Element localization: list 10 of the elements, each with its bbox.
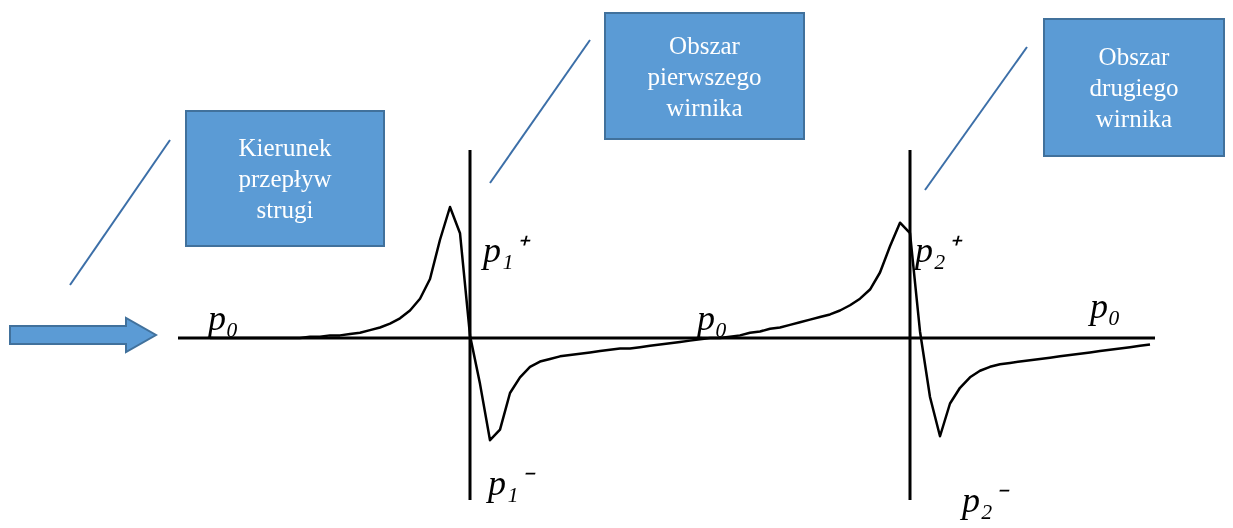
annotation: p₂⁺	[912, 230, 963, 270]
text: Obszar drugiego wirnika	[1088, 42, 1180, 134]
text: p₂⁻	[959, 480, 1010, 520]
annotation: p₀	[205, 298, 239, 338]
annotation: p₁⁺	[480, 230, 531, 270]
text: p₁⁻	[485, 463, 536, 503]
text: Obszar pierwszego wirnika	[646, 30, 763, 123]
annotation: Kierunek przepływ strugi	[237, 133, 333, 225]
annotation: p₀	[1087, 286, 1121, 326]
annotation: p₀	[694, 298, 728, 338]
